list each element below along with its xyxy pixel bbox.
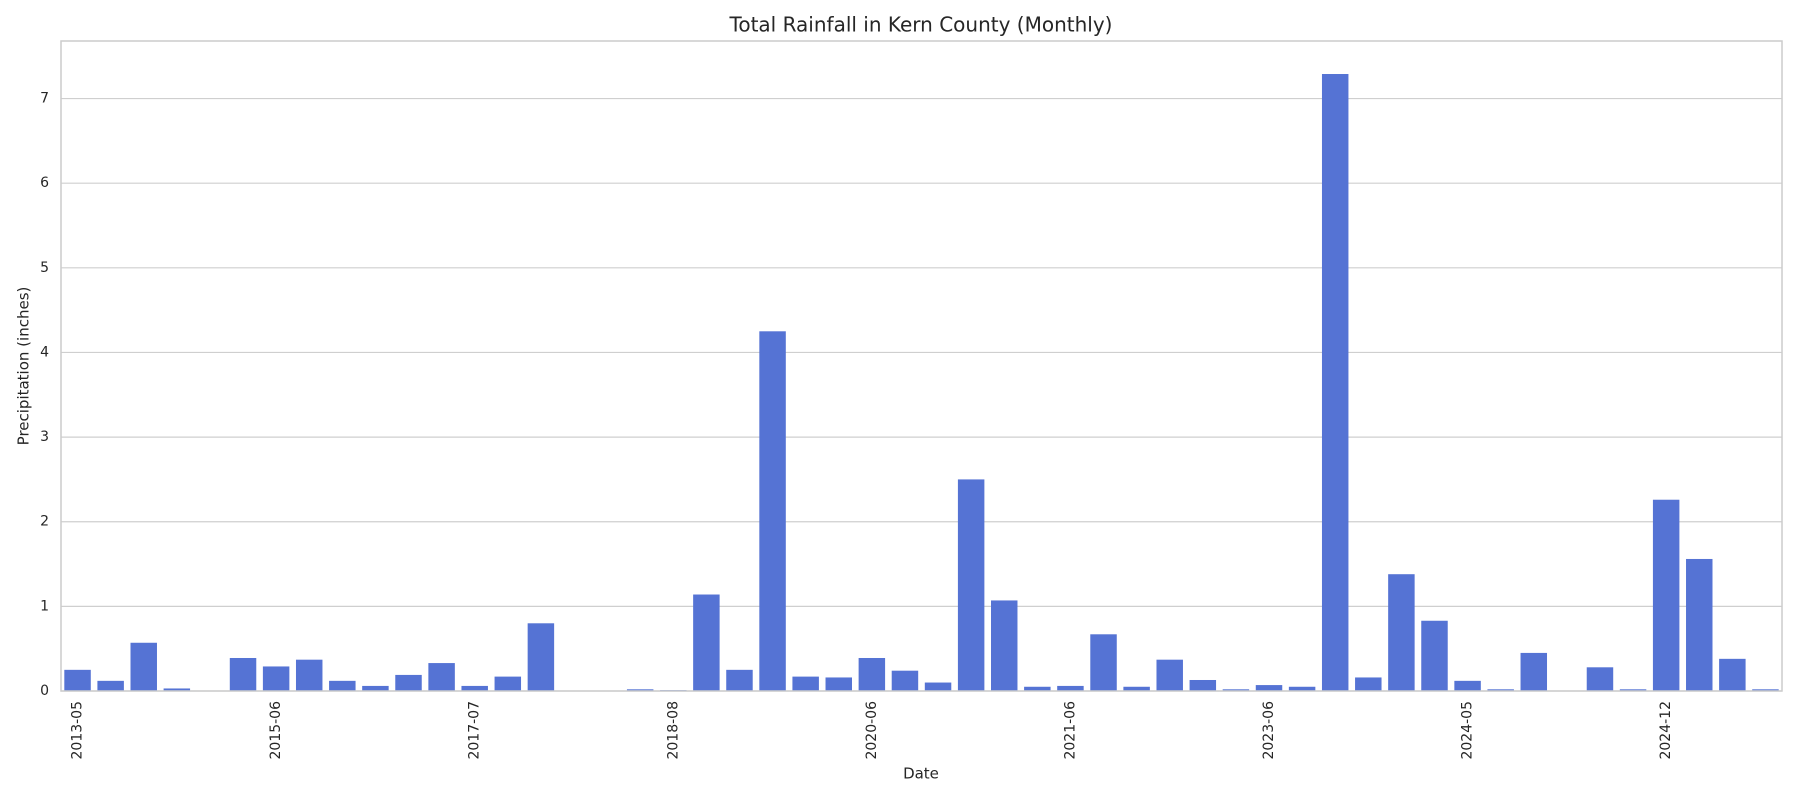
y-tick-label: 7 (40, 91, 49, 107)
bar (792, 676, 819, 691)
bar (329, 680, 356, 691)
bar (428, 663, 455, 691)
bar (1752, 689, 1779, 691)
x-tick-label: 2020-06 (864, 701, 880, 760)
bar (1719, 658, 1746, 691)
bar (262, 666, 290, 691)
bar (626, 689, 654, 691)
bar (693, 594, 720, 691)
bar (759, 331, 786, 691)
bar (1454, 680, 1481, 691)
x-tick-label: 2013-05 (70, 701, 86, 760)
bar (1355, 677, 1382, 691)
x-axis-label: Date (903, 765, 939, 783)
x-tick-label: 2018-08 (665, 701, 681, 760)
x-tick-label: 2023-06 (1261, 701, 1277, 760)
bar (1388, 574, 1415, 691)
bar (1421, 620, 1448, 691)
y-tick-label: 6 (40, 175, 49, 191)
plot-frame (60, 40, 1783, 692)
bar (1222, 689, 1250, 691)
y-tick-label: 4 (40, 344, 49, 360)
y-tick-label: 2 (40, 514, 49, 530)
bar (825, 677, 852, 691)
bar (1487, 689, 1514, 691)
x-tick-label: 2015-06 (268, 701, 284, 760)
bar (1686, 558, 1713, 691)
bar (1520, 652, 1548, 691)
x-tick-label: 2024-12 (1658, 701, 1674, 760)
bar (1057, 685, 1084, 691)
y-tick-label: 0 (40, 683, 49, 699)
bar (527, 623, 555, 691)
bar (891, 670, 919, 691)
x-tick-label: 2021-06 (1062, 701, 1078, 760)
bar (494, 676, 522, 691)
x-tick-label: 2017-07 (467, 701, 483, 760)
y-axis-label: Precipitation (inches) (15, 287, 33, 446)
bar (1619, 689, 1647, 691)
bar (295, 659, 323, 691)
bar (858, 657, 886, 691)
bar (1321, 74, 1349, 691)
bar (957, 479, 985, 691)
bar (1255, 685, 1283, 691)
y-tick-label: 3 (40, 429, 49, 445)
bar (64, 669, 91, 691)
bar (1652, 499, 1680, 691)
bar (1189, 679, 1217, 691)
bar (130, 642, 157, 691)
bar (163, 688, 191, 691)
bar (991, 600, 1018, 691)
bar (229, 657, 257, 691)
bar (1024, 686, 1051, 691)
bar (395, 674, 422, 691)
bar (1156, 659, 1183, 691)
bar (362, 685, 389, 691)
bar (924, 682, 952, 691)
bar (461, 685, 488, 691)
x-tick-label: 2024-05 (1460, 701, 1476, 760)
chart-title: Total Rainfall in Kern County (Monthly) (729, 13, 1113, 37)
bar (1586, 667, 1614, 691)
bar (97, 680, 124, 691)
bar (1090, 634, 1117, 691)
bar (1288, 686, 1316, 691)
y-tick-label: 1 (40, 598, 49, 614)
y-tick-label: 5 (40, 260, 49, 276)
bar (726, 669, 753, 691)
bar (1123, 686, 1150, 691)
